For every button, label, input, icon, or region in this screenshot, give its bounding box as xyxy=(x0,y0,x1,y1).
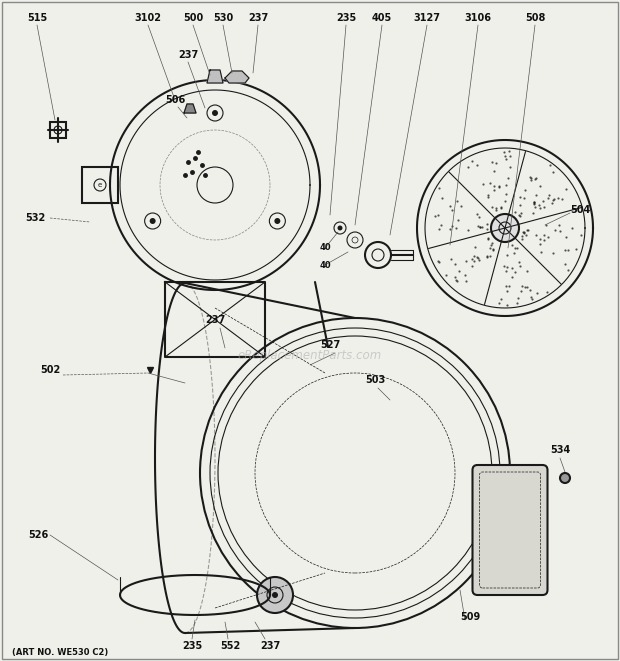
Text: 3127: 3127 xyxy=(414,13,440,23)
Text: 237: 237 xyxy=(205,315,225,325)
Text: eReplacementParts.com: eReplacementParts.com xyxy=(238,348,382,362)
Polygon shape xyxy=(184,104,196,113)
Bar xyxy=(82,167,118,203)
Text: 509: 509 xyxy=(460,612,480,622)
Text: 506: 506 xyxy=(165,95,185,105)
Polygon shape xyxy=(207,70,223,83)
Text: 40: 40 xyxy=(319,243,331,253)
Text: 235: 235 xyxy=(336,13,356,23)
Text: 532: 532 xyxy=(25,213,45,223)
Text: 3106: 3106 xyxy=(464,13,492,23)
FancyBboxPatch shape xyxy=(472,465,547,595)
Text: 552: 552 xyxy=(220,641,240,651)
Circle shape xyxy=(212,110,218,116)
Text: 235: 235 xyxy=(182,641,202,651)
Circle shape xyxy=(257,577,293,613)
Circle shape xyxy=(149,218,156,224)
Text: 515: 515 xyxy=(27,13,47,23)
Text: 237: 237 xyxy=(260,641,280,651)
Polygon shape xyxy=(225,71,249,83)
Circle shape xyxy=(491,214,519,242)
Circle shape xyxy=(560,473,570,483)
Text: 40: 40 xyxy=(319,260,331,270)
Text: 502: 502 xyxy=(40,365,60,375)
Text: 508: 508 xyxy=(525,13,545,23)
Text: 530: 530 xyxy=(213,13,233,23)
Text: 534: 534 xyxy=(550,445,570,455)
Text: e: e xyxy=(98,182,102,188)
Text: (ART NO. WE530 C2): (ART NO. WE530 C2) xyxy=(12,648,108,658)
Text: 504: 504 xyxy=(570,205,590,215)
Text: 503: 503 xyxy=(365,375,385,385)
Text: 237: 237 xyxy=(178,50,198,60)
Circle shape xyxy=(275,218,280,224)
Text: 527: 527 xyxy=(320,340,340,350)
Text: 237: 237 xyxy=(248,13,268,23)
Text: 405: 405 xyxy=(372,13,392,23)
Bar xyxy=(50,122,66,138)
Text: 500: 500 xyxy=(183,13,203,23)
Text: 3102: 3102 xyxy=(135,13,161,23)
Circle shape xyxy=(272,592,278,598)
Circle shape xyxy=(337,225,342,231)
Text: 526: 526 xyxy=(28,530,48,540)
